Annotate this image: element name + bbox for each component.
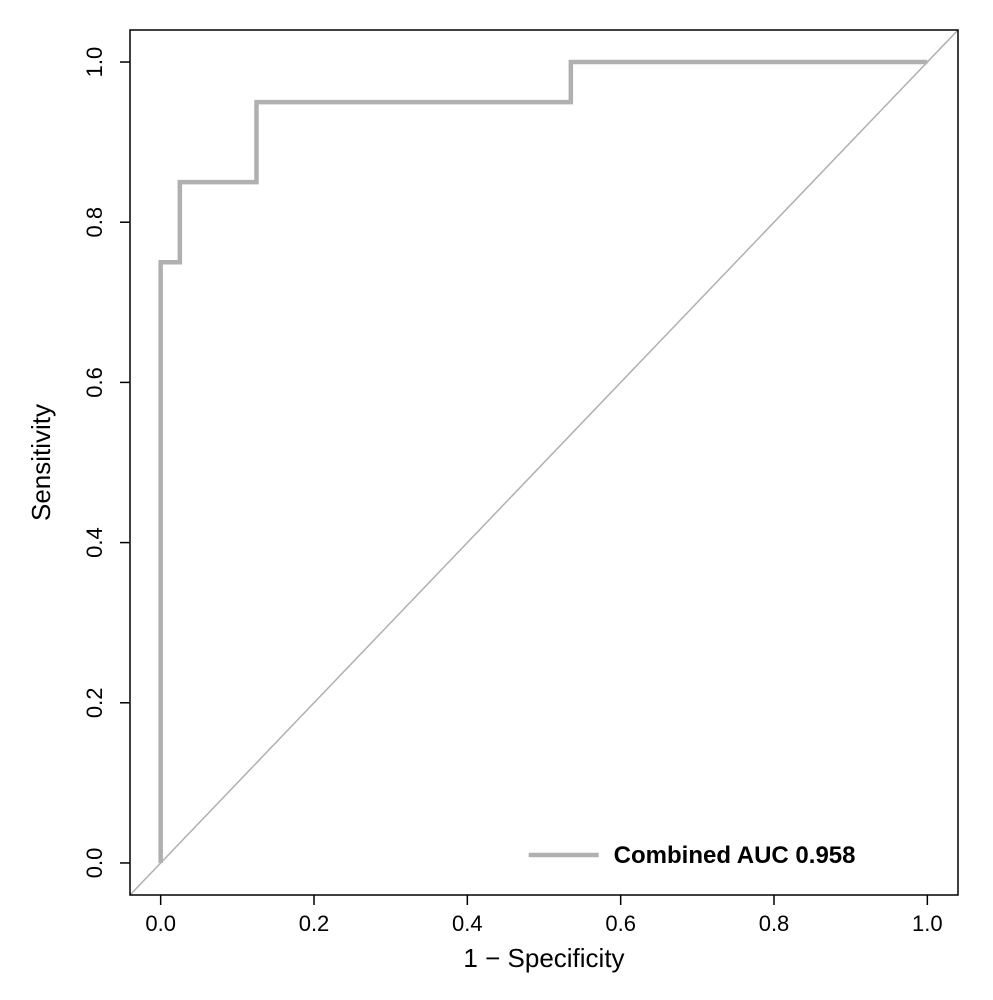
legend-label: Combined AUC 0.958: [614, 842, 856, 869]
y-axis-label: Sensitivity: [26, 404, 56, 521]
y-tick-label: 1.0: [82, 47, 107, 78]
y-tick-label: 0.4: [82, 527, 107, 558]
diagonal-reference-line: [130, 30, 958, 895]
x-tick-label: 0.6: [605, 911, 636, 936]
y-tick-label: 0.0: [82, 848, 107, 879]
x-axis-label: 1 − Specificity: [463, 943, 624, 973]
roc-chart-container: 0.0 0.2 0.4 0.6 0.8 1.0 0.0 0.2 0.4 0.6 0.8 1.0 1 − …: [0, 0, 993, 1000]
y-tick-label: 0.8: [82, 207, 107, 238]
roc-chart-svg: 0.0 0.2 0.4 0.6 0.8 1.0 0.0 0.2 0.4 0.6 0.8 1.0 1 − …: [0, 0, 993, 1000]
x-tick-label: 0.0: [145, 911, 176, 936]
x-tick-label: 0.2: [299, 911, 330, 936]
x-tick-label: 1.0: [912, 911, 943, 936]
x-tick-label: 0.4: [452, 911, 483, 936]
x-tick-label: 0.8: [759, 911, 790, 936]
y-tick-label: 0.6: [82, 367, 107, 398]
y-tick-label: 0.2: [82, 687, 107, 718]
